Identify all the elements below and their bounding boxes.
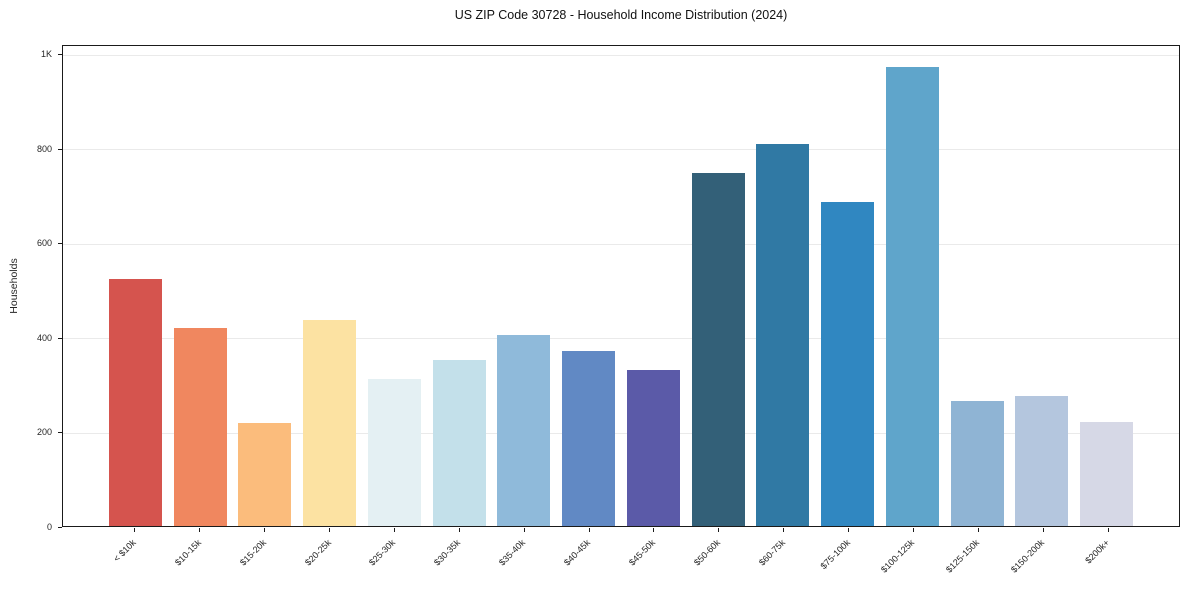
bar-slot (751, 46, 816, 526)
x-tick-label: $100-125k (879, 537, 917, 575)
x-tick-label: $30-35k (432, 537, 463, 568)
bar-slot (1074, 46, 1139, 526)
bar-$100-125k (885, 66, 939, 526)
x-tick-label: $50-60k (691, 537, 722, 568)
y-tick-mark (58, 527, 62, 528)
x-tick-label: $20-25k (302, 537, 333, 568)
bar-slot (103, 46, 168, 526)
y-tick-mark (58, 432, 62, 434)
y-tick-mark (58, 148, 62, 150)
x-tick-label: $10-15k (172, 537, 203, 568)
y-tick-label: 0 (46, 522, 52, 532)
x-tick-label: $60-75k (756, 537, 787, 568)
x-tick-label: $125-150k (944, 537, 982, 575)
x-tick-label: $35-40k (497, 537, 528, 568)
x-tick-label: $40-45k (562, 537, 593, 568)
bar-slot (1010, 46, 1075, 526)
bar-$60-75k (756, 144, 810, 526)
bar-$40-45k (562, 351, 616, 526)
x-tick-mark (653, 528, 655, 532)
bar-$200k+ (1080, 422, 1134, 526)
bar-< $10k (108, 278, 162, 526)
x-tick-mark (264, 528, 266, 532)
bar-$75-100k (821, 201, 875, 526)
gridline (63, 432, 1179, 434)
gridline (63, 338, 1179, 340)
x-tick-mark (1042, 528, 1044, 532)
gridline (63, 149, 1179, 151)
x-tick-mark (977, 528, 979, 532)
chart-title: US ZIP Code 30728 - Household Income Dis… (454, 8, 788, 22)
bar-slot (297, 46, 362, 526)
bar-slot (362, 46, 427, 526)
bar-$35-40k (497, 335, 551, 526)
bar-slot (945, 46, 1010, 526)
bar-slot (686, 46, 751, 526)
bar-$45-50k (626, 370, 680, 526)
bar-slot (233, 46, 298, 526)
x-tick-label: < $10k (111, 537, 138, 564)
bar-$125-150k (950, 400, 1004, 526)
bars-container (103, 46, 1139, 526)
y-tick-label: 600 (36, 238, 52, 249)
x-tick-label: $15-20k (237, 537, 268, 568)
bar-$30-35k (432, 359, 486, 526)
x-tick-mark (848, 528, 850, 532)
x-tick-mark (134, 528, 136, 532)
bar-$150-200k (1015, 395, 1069, 526)
bar-$15-20k (238, 422, 292, 526)
y-tick-label: 400 (36, 332, 52, 343)
x-tick-mark (912, 528, 914, 532)
x-tick-mark (199, 528, 201, 532)
bar-$10-15k (173, 328, 227, 526)
x-tick-label: $150-200k (1009, 537, 1047, 575)
y-tick-mark (58, 54, 62, 56)
x-tick-mark (783, 528, 785, 532)
y-tick-label: 1K (40, 49, 52, 60)
y-tick-mark (58, 337, 62, 339)
x-tick-mark (718, 528, 720, 532)
bar-slot (556, 46, 621, 526)
x-tick-mark (588, 528, 590, 532)
y-axis-label: Households (8, 258, 20, 314)
bar-$25-30k (367, 379, 421, 526)
x-tick-label: $45-50k (626, 537, 657, 568)
y-tick-label: 800 (36, 143, 52, 154)
gridline (63, 243, 1179, 245)
y-tick-mark (58, 243, 62, 245)
x-tick-mark (458, 528, 460, 532)
gridline (63, 54, 1179, 56)
x-tick-mark (329, 528, 331, 532)
bar-slot (880, 46, 945, 526)
bar-slot (168, 46, 233, 526)
bar-slot (621, 46, 686, 526)
bar-$50-60k (691, 173, 745, 526)
x-tick-mark (1107, 528, 1109, 532)
bar-slot (427, 46, 492, 526)
bar-$20-25k (303, 319, 357, 526)
x-tick-mark (523, 528, 525, 532)
x-tick-label: $25-30k (367, 537, 398, 568)
y-tick-label: 200 (36, 427, 52, 438)
bar-slot (492, 46, 557, 526)
x-tick-label: $200k+ (1082, 537, 1112, 566)
plot-area (62, 45, 1180, 527)
x-tick-mark (393, 528, 395, 532)
x-tick-label: $75-100k (817, 537, 852, 572)
bar-slot (815, 46, 880, 526)
